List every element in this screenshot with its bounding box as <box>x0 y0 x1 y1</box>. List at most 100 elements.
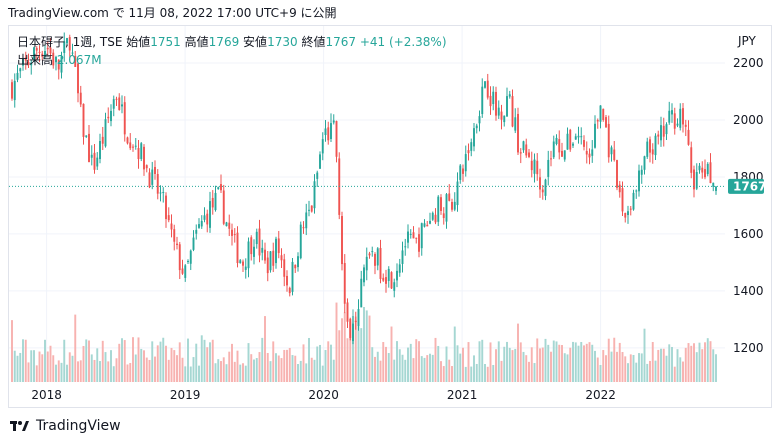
candle-body <box>693 169 695 190</box>
candle-body <box>132 146 134 148</box>
volume-bar <box>38 351 41 382</box>
volume-bar <box>522 351 525 382</box>
volume-bar <box>63 339 66 382</box>
volume-bar <box>462 347 464 382</box>
candle-body <box>85 135 88 137</box>
candle-body <box>508 94 511 97</box>
candle-body <box>599 105 602 122</box>
candle-body <box>654 135 657 156</box>
volume-bar <box>255 358 258 382</box>
candle-body <box>154 166 156 174</box>
candle-body <box>57 59 60 70</box>
volume-bar <box>16 355 19 382</box>
volume-bar <box>511 350 514 382</box>
volume-bar <box>156 345 159 382</box>
candle-body <box>291 261 294 292</box>
candle-body <box>390 272 393 289</box>
volume-bar <box>698 342 701 382</box>
candle-body <box>437 196 440 222</box>
volume-bar <box>508 347 511 382</box>
candle-body <box>607 123 610 158</box>
candle-body <box>440 197 442 211</box>
volume-bar <box>341 318 343 382</box>
candle-body <box>258 228 261 256</box>
volume-bar <box>484 364 486 382</box>
volume-bar <box>693 343 695 382</box>
volume-bar <box>266 352 269 382</box>
candle-body <box>272 250 275 266</box>
close-label: 終値 <box>301 35 326 49</box>
candle-body <box>676 123 679 126</box>
candle-body <box>478 116 481 124</box>
candle-body <box>360 278 363 308</box>
candle-body <box>398 264 401 273</box>
candle-body <box>671 110 673 115</box>
volume-bar <box>398 349 401 382</box>
candle-body <box>470 142 473 151</box>
candle-body <box>522 141 525 151</box>
volume-bar <box>126 364 129 382</box>
candle-body <box>374 253 376 266</box>
footer-logo[interactable]: TradingView <box>10 418 121 434</box>
volume-bar <box>569 347 572 382</box>
candle-body <box>695 172 698 189</box>
volume-bar <box>412 358 415 382</box>
volume-legend: 出来高 2.067M <box>17 51 102 68</box>
candle-body <box>79 92 82 105</box>
volume-bar <box>35 365 38 382</box>
candle-body <box>434 214 437 223</box>
volume-bar <box>605 355 607 382</box>
candle-body <box>126 137 129 144</box>
volume-bar <box>85 339 88 382</box>
candle-body <box>412 232 415 239</box>
volume-bar <box>13 350 16 382</box>
volume-bar <box>173 350 176 382</box>
candle-body <box>566 133 569 150</box>
candle-body <box>585 150 588 155</box>
volume-bar <box>33 350 35 382</box>
candle-body <box>217 187 220 190</box>
candle-body <box>33 47 35 60</box>
candle-body <box>310 205 313 212</box>
volume-bar <box>308 337 310 382</box>
volume-bar <box>145 357 148 382</box>
volume-bar <box>577 345 580 382</box>
candle-body <box>486 80 489 98</box>
volume-bar <box>236 350 239 382</box>
volume-bar <box>448 359 451 382</box>
volume-bar <box>209 342 211 382</box>
x-tick-label: 2020 <box>308 388 339 402</box>
candle-body <box>462 168 464 174</box>
candle-body <box>225 222 228 227</box>
volume-bar <box>280 358 283 382</box>
candle-body <box>453 201 456 210</box>
candle-body <box>236 232 239 264</box>
candle-body <box>536 160 539 175</box>
candle-body <box>580 136 583 138</box>
candle-body <box>368 253 371 256</box>
volume-bar <box>22 339 24 382</box>
volume-bar <box>610 351 613 382</box>
candle-body <box>35 48 38 51</box>
candle-body <box>115 98 118 100</box>
candle-body <box>297 256 299 268</box>
candle-body <box>363 267 365 283</box>
volume-bar <box>478 341 481 382</box>
candle-body <box>266 257 269 274</box>
candle-body <box>706 163 709 175</box>
volume-bar <box>539 348 541 382</box>
volume-bar <box>418 341 420 382</box>
volume-bar <box>671 346 673 382</box>
volume-bar <box>118 343 121 382</box>
candle-body <box>77 63 79 94</box>
volume-bar <box>695 352 698 382</box>
volume-bar <box>272 341 275 382</box>
volume-bar <box>704 342 706 382</box>
candle-body <box>63 41 66 53</box>
candle-body <box>66 38 68 44</box>
volume-bar <box>662 348 665 382</box>
volume-bar <box>409 343 412 382</box>
candle-body <box>679 108 682 128</box>
volume-bar <box>640 353 643 382</box>
